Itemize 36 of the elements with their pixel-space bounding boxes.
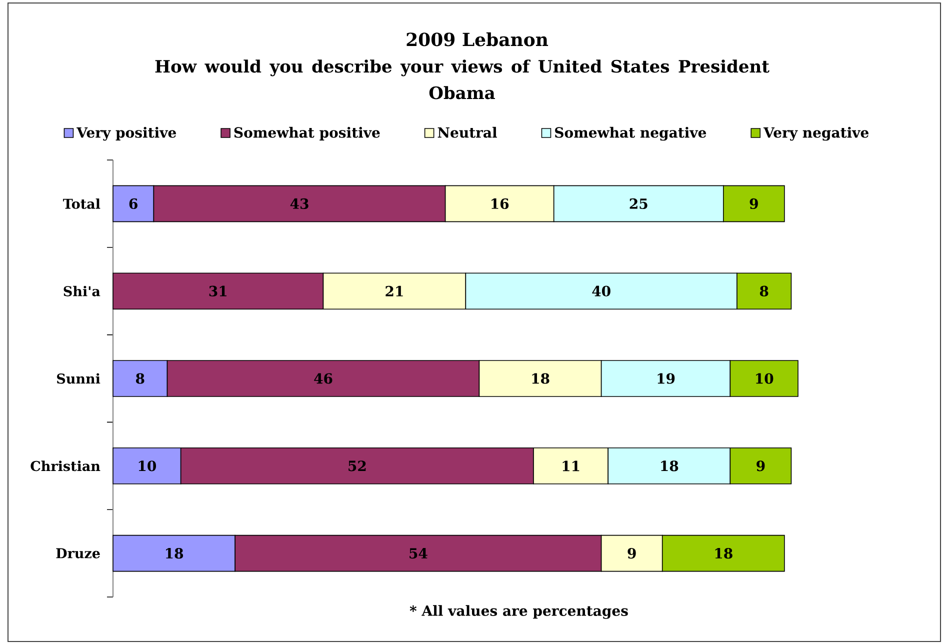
data-label: 6 xyxy=(129,198,138,210)
legend-label: Somewhat positive xyxy=(234,126,380,140)
chart-subtitle: How would you describe your views of United States President Obama xyxy=(155,60,770,100)
data-label: 40 xyxy=(592,286,610,296)
data-label: 10 xyxy=(138,460,156,472)
data-label: 19 xyxy=(658,373,675,384)
data-label: 18 xyxy=(715,548,732,559)
data-label: 9 xyxy=(628,548,636,559)
data-label: 25 xyxy=(630,198,648,210)
text: * All values are percentages xyxy=(410,605,628,619)
data-label: 18 xyxy=(166,548,184,559)
data-label: 9 xyxy=(756,460,765,472)
legend-label: Neutral xyxy=(438,126,497,138)
data-label: 9 xyxy=(750,198,758,210)
data-label: 52 xyxy=(348,460,366,472)
y-tick-label: Total xyxy=(63,198,100,209)
y-tick-label: Sunni xyxy=(57,373,100,384)
data-label: 18 xyxy=(532,373,550,384)
data-label: 8 xyxy=(760,286,768,296)
chart-title: 2009 Lebanon xyxy=(406,32,548,46)
y-tick-label: Shi'a xyxy=(64,286,100,296)
legend-label: Somewhat negative xyxy=(555,126,706,141)
data-label: 21 xyxy=(386,286,403,296)
data-label: 43 xyxy=(290,198,308,210)
data-label: 16 xyxy=(492,198,509,210)
data-label: 31 xyxy=(209,286,226,296)
data-label: 54 xyxy=(410,548,428,559)
y-tick-label: Christian xyxy=(30,460,100,472)
data-label: 10 xyxy=(756,373,774,384)
data-label: 18 xyxy=(661,460,678,472)
legend-label: Very positive xyxy=(76,126,176,141)
data-label: 46 xyxy=(314,373,332,384)
data-label: 8 xyxy=(136,373,144,384)
data-label: 11 xyxy=(562,460,580,472)
y-tick-label: Druze xyxy=(56,548,100,558)
legend-label: Very negative xyxy=(763,126,869,141)
